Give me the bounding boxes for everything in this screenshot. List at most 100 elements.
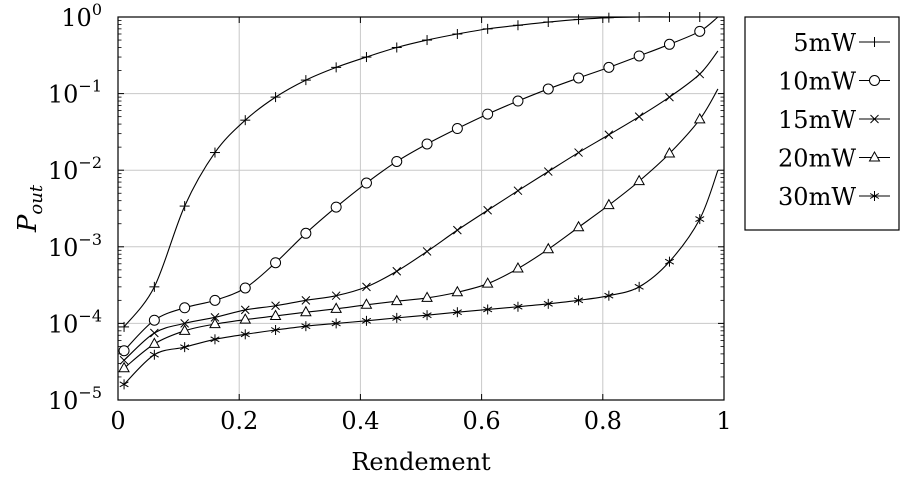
marker-stroke (300, 305, 312, 317)
marker-stroke (180, 319, 190, 328)
marker-cross (665, 92, 674, 102)
marker-star (573, 295, 584, 306)
marker-star (240, 329, 250, 340)
legend-label: 10mW (778, 68, 856, 96)
marker-circle (482, 108, 494, 120)
series-15mW (119, 50, 719, 365)
marker-stroke (663, 38, 675, 50)
marker-star (149, 349, 159, 360)
marker-stroke (633, 50, 645, 62)
marker-star (301, 321, 311, 332)
y-tick-base: 10 (48, 310, 79, 338)
marker-stroke (868, 150, 881, 162)
marker-stroke (240, 331, 250, 338)
marker-star (869, 191, 880, 201)
marker-cross (574, 148, 583, 157)
marker-cross (240, 305, 250, 315)
y-tick-exponent: −2 (78, 153, 102, 172)
marker-cross (453, 225, 462, 235)
y-tick-label: 100 (61, 0, 102, 32)
marker-stroke (150, 328, 159, 338)
marker-stroke (452, 309, 462, 316)
series-line (123, 170, 719, 385)
marker-stroke (269, 309, 282, 320)
marker-stroke (664, 258, 675, 265)
y-tick-label: 10−5 (48, 383, 102, 415)
marker-plus (422, 35, 433, 46)
marker-triangle (421, 291, 433, 302)
marker-triangle (269, 309, 282, 320)
marker-circle (360, 177, 372, 189)
marker-stroke (119, 381, 129, 388)
marker-stroke (392, 314, 402, 321)
marker-circle (512, 95, 524, 107)
marker-triangle (868, 150, 881, 162)
y-tick-label: 10−4 (48, 306, 102, 338)
marker-triangle (239, 313, 252, 324)
marker-circle (663, 38, 675, 50)
marker-stroke (695, 69, 705, 79)
marker-triangle (451, 285, 464, 297)
marker-stroke (483, 205, 493, 215)
marker-stroke (869, 193, 880, 199)
marker-circle (209, 294, 221, 306)
marker-stroke (663, 147, 676, 158)
series-line (123, 16, 718, 328)
marker-stroke (694, 25, 706, 37)
marker-stroke (209, 294, 221, 306)
marker-triangle (663, 147, 676, 158)
marker-star (604, 290, 614, 301)
marker-stroke (331, 320, 341, 327)
marker-triangle (572, 220, 585, 232)
y-tick-base: 10 (61, 4, 92, 32)
marker-circle (300, 227, 312, 239)
series-10mW (118, 16, 719, 357)
marker-stroke (604, 292, 614, 299)
marker-star (513, 301, 523, 312)
marker-stroke (360, 177, 372, 189)
marker-circle (542, 83, 554, 95)
marker-stroke (604, 130, 614, 140)
marker-stroke (362, 282, 371, 292)
marker-cross (422, 247, 432, 256)
y-tick-base: 10 (48, 81, 79, 109)
marker-stroke (148, 337, 161, 348)
y-tick-label: 10−1 (48, 77, 102, 109)
marker-stroke (693, 112, 706, 124)
marker-stroke (148, 314, 160, 326)
marker-stroke (330, 201, 342, 213)
marker-stroke (572, 220, 585, 232)
y-axis-label-base: P (13, 214, 43, 233)
marker-stroke (301, 295, 311, 305)
x-tick-label: 0.2 (220, 407, 258, 435)
marker-plus (270, 92, 281, 103)
marker-cross (695, 69, 705, 79)
marker-stroke (451, 123, 463, 135)
y-axis-label-sub: out (26, 184, 47, 214)
marker-stroke (240, 305, 250, 315)
marker-stroke (209, 317, 221, 329)
y-axis-label: Pout (13, 184, 47, 233)
marker-circle (179, 302, 191, 314)
marker-stroke (513, 303, 523, 310)
tick-marks (117, 16, 725, 401)
marker-plus (179, 201, 190, 212)
x-axis-label: Rendement (351, 448, 491, 476)
marker-stroke (422, 312, 432, 319)
marker-plus (300, 75, 311, 86)
marker-plus (452, 28, 463, 39)
marker-star (119, 379, 129, 390)
marker-star (180, 342, 190, 353)
legend-label: 20mW (778, 145, 856, 173)
marker-stroke (451, 285, 464, 297)
marker-stroke (180, 344, 190, 351)
marker-circle (573, 72, 585, 84)
marker-plus (240, 115, 251, 126)
legend-item: 10mW (778, 68, 890, 96)
marker-stroke (603, 61, 615, 73)
marker-stroke (361, 317, 372, 324)
marker-star (543, 298, 553, 309)
marker-stroke (512, 95, 524, 107)
marker-cross (543, 167, 553, 176)
marker-stroke (118, 345, 130, 357)
